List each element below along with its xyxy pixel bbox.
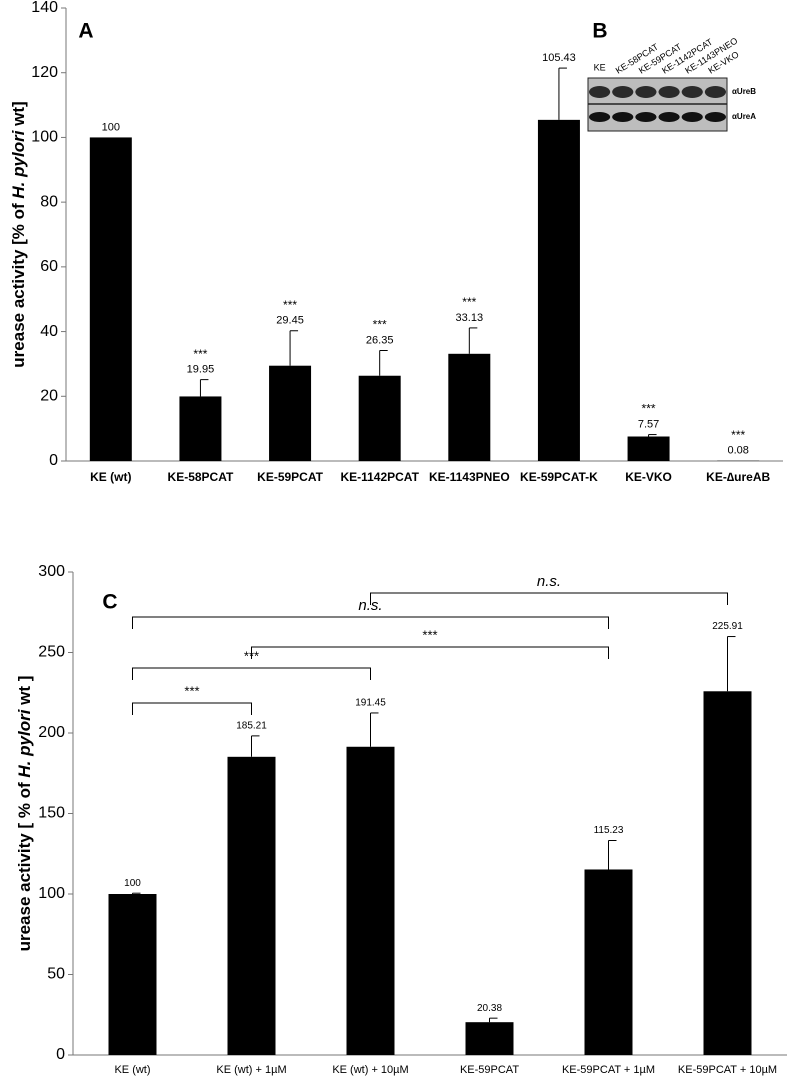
blot-band — [704, 86, 727, 98]
bar — [465, 1022, 514, 1055]
x-tick-label: KE (wt) + 1µM — [216, 1064, 286, 1076]
y-tick-label: 200 — [38, 724, 65, 741]
significance-label: *** — [462, 295, 476, 309]
band-label: αUreB — [732, 87, 756, 96]
value-label: 225.91 — [712, 621, 743, 632]
value-label: 7.57 — [638, 418, 659, 430]
value-label: 29.45 — [276, 315, 304, 327]
y-axis-label-part: urease activity [ % of — [15, 778, 34, 952]
y-axis-label: urease activity [ % of H. pylori wt ] — [15, 676, 34, 952]
x-tick-label: KE-1142PCAT — [340, 470, 419, 484]
bar — [358, 375, 401, 461]
value-label: 0.08 — [727, 445, 748, 457]
y-axis-label-part: H. pylori — [15, 708, 34, 777]
x-tick-label: KE-59PCAT + 10µM — [678, 1064, 777, 1076]
bar — [448, 353, 491, 461]
blot-band — [589, 86, 611, 98]
y-tick-label: 80 — [40, 193, 58, 210]
significance-label: *** — [642, 402, 656, 416]
lane-label: KE — [594, 62, 606, 72]
x-tick-label: KE (wt) — [90, 470, 131, 484]
value-label: 20.38 — [477, 1003, 502, 1014]
blot-band — [635, 112, 657, 122]
value-label: 191.45 — [355, 698, 386, 709]
comparison-label: n.s. — [537, 573, 561, 590]
bar — [346, 746, 395, 1055]
value-label: 115.23 — [594, 825, 624, 836]
bar — [179, 396, 222, 461]
value-label: 26.35 — [366, 334, 394, 346]
bar — [537, 119, 580, 461]
comparison-bracket — [132, 667, 371, 680]
y-axis-label: urease activity [% of H. pylori wt] — [9, 101, 28, 367]
blot-band — [681, 112, 703, 122]
y-tick-label: 100 — [31, 129, 58, 146]
comparison-bracket — [132, 616, 609, 629]
blot-band — [612, 86, 634, 98]
y-tick-label: 20 — [40, 388, 58, 405]
x-tick-label: KE (wt) — [114, 1064, 150, 1076]
blot-band — [658, 112, 680, 122]
bar — [584, 869, 633, 1055]
y-tick-label: 60 — [40, 258, 58, 275]
blot-band — [635, 86, 657, 98]
value-label: 33.13 — [456, 312, 484, 324]
y-axis-label-part: H. pylori — [9, 129, 28, 198]
x-tick-label: KE-1143PNEO — [429, 470, 510, 484]
value-label: 100 — [102, 121, 120, 133]
bar — [627, 436, 670, 461]
bar — [703, 691, 752, 1055]
comparison-bracket — [132, 702, 252, 715]
comparison-bracket — [370, 592, 728, 605]
x-tick-label: KE-58PCAT — [168, 470, 234, 484]
value-label: 100 — [124, 878, 141, 889]
blot-band — [704, 112, 727, 122]
y-tick-label: 0 — [49, 452, 58, 469]
y-tick-label: 140 — [31, 0, 58, 16]
inset-panel-label: B — [592, 20, 607, 43]
blot-band — [658, 86, 680, 98]
comparison-label: *** — [184, 683, 199, 698]
significance-label: *** — [731, 428, 745, 442]
value-label: 105.43 — [542, 52, 576, 64]
x-tick-label: KE-59PCAT — [257, 470, 323, 484]
y-tick-label: 150 — [38, 805, 65, 822]
y-tick-label: 0 — [56, 1046, 65, 1063]
comparison-label: n.s. — [358, 597, 382, 614]
panel-label: C — [102, 591, 117, 614]
comparison-bracket — [251, 646, 609, 659]
x-tick-label: KE (wt) + 10µM — [332, 1064, 408, 1076]
bar — [108, 894, 157, 1055]
x-tick-label: KE-∆ureAB — [706, 470, 770, 484]
significance-label: *** — [373, 318, 387, 332]
y-axis-label-part: wt ] — [15, 676, 34, 710]
y-axis-label-part: urease activity [% of — [9, 199, 28, 368]
band-label: αUreA — [732, 112, 756, 121]
blot-band — [681, 86, 703, 98]
x-tick-label: KE-59PCAT + 1µM — [562, 1064, 655, 1076]
x-tick-label: KE-59PCAT-K — [520, 470, 598, 484]
x-tick-label: KE-VKO — [625, 470, 672, 484]
bar — [269, 365, 312, 461]
value-label: 185.21 — [236, 721, 267, 732]
y-tick-label: 120 — [31, 64, 58, 81]
y-tick-label: 300 — [38, 563, 65, 580]
bar — [89, 137, 132, 461]
y-axis-label-part: wt] — [9, 101, 28, 130]
value-label: 19.95 — [187, 364, 215, 376]
bar — [227, 756, 276, 1055]
y-tick-label: 250 — [38, 644, 65, 661]
x-tick-label: KE-59PCAT — [460, 1064, 519, 1076]
y-tick-label: 100 — [38, 885, 65, 902]
y-tick-label: 50 — [47, 966, 65, 983]
significance-label: *** — [283, 298, 297, 312]
panel-label: A — [78, 20, 93, 43]
comparison-label: *** — [422, 627, 437, 642]
significance-label: *** — [193, 347, 207, 361]
blot-band — [589, 112, 611, 122]
blot-band — [612, 112, 634, 122]
y-tick-label: 40 — [40, 323, 58, 340]
